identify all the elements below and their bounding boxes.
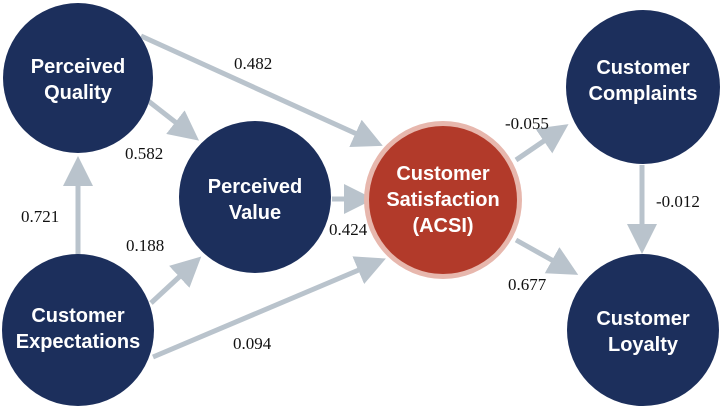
arrow-quality-to-value [145, 98, 200, 141]
arrows [63, 33, 657, 360]
node-perceived-quality: Perceived Quality [3, 3, 153, 153]
node-label-line: Perceived [31, 56, 126, 78]
node-label-line: Customer [596, 57, 690, 79]
coefficients: 0.482 0.582 0.721 0.188 0.424 0.094 -0.0… [21, 54, 700, 353]
node-label-line: Expectations [16, 331, 140, 353]
arrow-expectations-to-value [149, 256, 202, 305]
node-customer-expectations: Customer Expectations [2, 254, 154, 406]
node-label-line: Complaints [589, 83, 698, 105]
node-label-line: Perceived [208, 176, 303, 198]
coefficient-quality-to-satisfaction: 0.482 [234, 54, 272, 73]
node-label-line: Value [229, 202, 281, 224]
node-label-line: Customer [31, 305, 125, 327]
coefficient-expectations-to-quality: 0.721 [21, 207, 59, 226]
arrow-quality-to-satisfaction [139, 33, 383, 148]
coefficient-satisfaction-to-complaints: -0.055 [505, 114, 549, 133]
node-customer-loyalty: Customer Loyalty [567, 254, 719, 406]
coefficient-expectations-to-value: 0.188 [126, 236, 164, 255]
node-perceived-value: Perceived Value [179, 121, 331, 273]
coefficient-expectations-to-satisfaction: 0.094 [233, 334, 272, 353]
node-label-line: Customer [396, 163, 490, 185]
coefficient-complaints-to-loyalty: -0.012 [656, 192, 700, 211]
coefficient-quality-to-value: 0.582 [125, 144, 163, 163]
node-label-line: (ACSI) [412, 215, 473, 237]
node-label-line: Quality [44, 82, 113, 104]
arrow-expectations-to-satisfaction [152, 256, 386, 360]
node-label-line: Customer [596, 308, 690, 330]
coefficient-value-to-satisfaction: 0.424 [329, 220, 368, 239]
node-label-line: Satisfaction [386, 189, 499, 211]
node-label-line: Loyalty [608, 334, 679, 356]
node-customer-complaints: Customer Complaints [566, 10, 720, 164]
node-customer-satisfaction: Customer Satisfaction (ACSI) [364, 121, 522, 279]
arrow-satisfaction-to-loyalty [514, 237, 579, 275]
coefficient-satisfaction-to-loyalty: 0.677 [508, 275, 547, 294]
arrow-satisfaction-to-complaints [514, 124, 569, 163]
